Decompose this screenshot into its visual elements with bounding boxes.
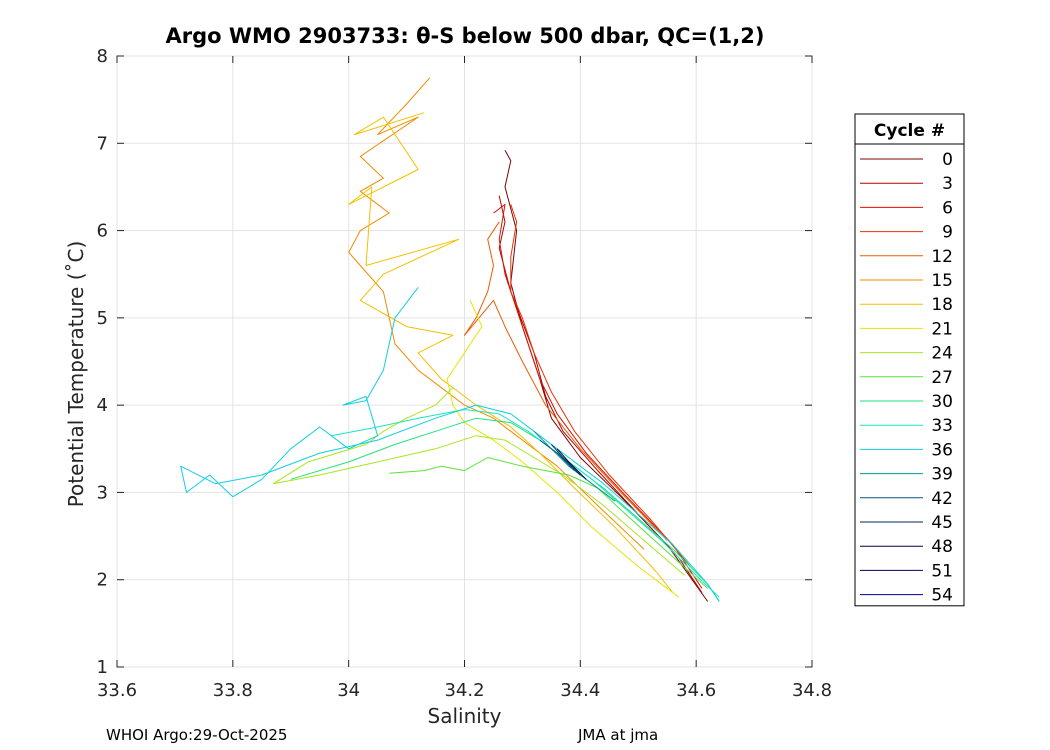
y-tick-label: 6 (97, 221, 108, 242)
legend: Cycle #036912151821242730333639424548515… (854, 113, 965, 607)
legend-entry: 48 (931, 537, 953, 557)
x-tick-label: 33.8 (213, 680, 253, 701)
legend-entry: 39 (931, 465, 953, 485)
series-cycle-36 (180, 286, 720, 602)
legend-entry: 45 (931, 513, 953, 533)
series-cycle-48 (556, 448, 587, 480)
series-cycle-15 (348, 77, 645, 550)
legend-entry: 0 (942, 150, 953, 170)
y-tick-label: 4 (97, 395, 108, 416)
legend-entry: 3 (942, 174, 953, 194)
series-cycle-24 (272, 387, 685, 576)
footer-credit: JMA at jma (578, 726, 659, 744)
legend-entry: 42 (931, 489, 953, 509)
series-cycle-45 (551, 444, 581, 476)
legend-box (854, 113, 965, 607)
legend-entry: 12 (931, 247, 953, 267)
x-tick-label: 34.8 (792, 680, 832, 701)
legend-entry: 9 (942, 223, 953, 243)
legend-entry: 30 (931, 392, 953, 412)
x-tick-label: 33.6 (97, 680, 137, 701)
series-cycle-12 (464, 221, 668, 541)
legend-entry: 27 (931, 368, 953, 388)
x-tick-label: 34.2 (444, 680, 484, 701)
legend-entry: 24 (931, 344, 953, 364)
legend-entry: 33 (931, 416, 953, 436)
y-axis-label: Potential Temperature (˚C) (64, 240, 88, 508)
series-cycle-27 (389, 457, 709, 589)
legend-entry: 51 (931, 561, 953, 581)
legend-title: Cycle # (874, 121, 945, 141)
x-tick-label: 34.6 (676, 680, 716, 701)
footer-source: WHOI Argo:29-Oct-2025 (106, 726, 288, 744)
y-axis-ticks: 1 2 3 4 5 6 7 8 (97, 46, 812, 678)
legend-entry: 6 (942, 198, 953, 218)
legend-entry: 21 (931, 319, 953, 339)
y-tick-label: 2 (97, 570, 108, 591)
y-tick-label: 1 (97, 657, 108, 678)
series-layer (180, 77, 720, 602)
y-tick-label: 7 (97, 133, 108, 154)
legend-entry: 15 (931, 271, 953, 291)
series-cycle-21 (446, 300, 680, 598)
legend-entry: 36 (931, 440, 953, 460)
series-cycle-42 (539, 439, 575, 471)
y-tick-label: 8 (97, 46, 108, 67)
y-tick-label: 3 (97, 482, 108, 503)
series-cycle-6 (493, 203, 703, 589)
series-cycle-39 (533, 430, 616, 502)
chart-title: Argo WMO 2903733: θ-S below 500 dbar, QC… (165, 24, 765, 48)
x-tick-label: 34 (337, 680, 360, 701)
legend-entry: 18 (931, 295, 953, 315)
x-tick-label: 34.4 (560, 680, 600, 701)
grid (116, 55, 813, 668)
y-tick-label: 5 (97, 308, 108, 329)
series-cycle-9 (510, 204, 691, 567)
x-axis-label: Salinity (427, 704, 502, 728)
legend-entry: 54 (931, 586, 953, 606)
x-axis-ticks: 33.6 33.8 34 34.2 34.4 34.6 34.8 (97, 56, 832, 701)
series-cycle-18 (348, 112, 674, 594)
